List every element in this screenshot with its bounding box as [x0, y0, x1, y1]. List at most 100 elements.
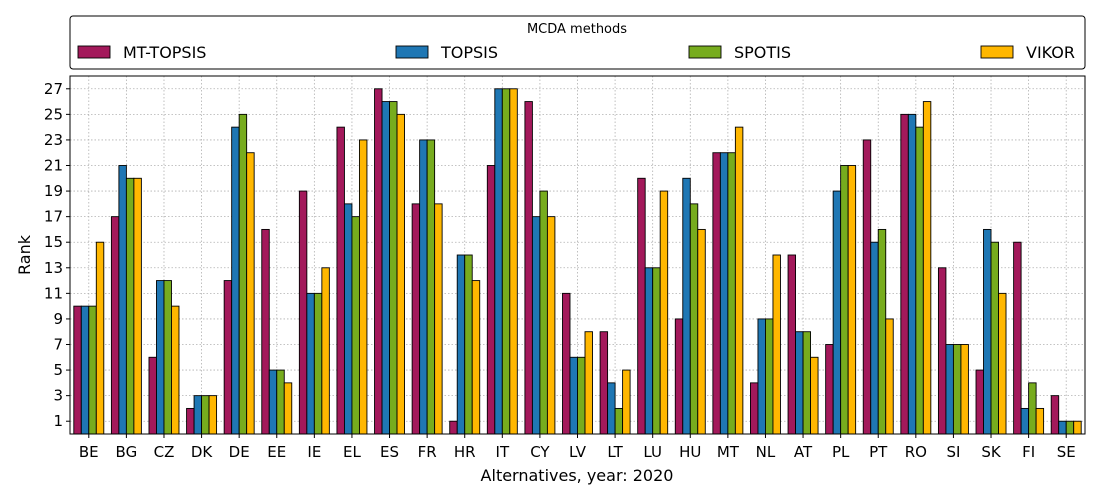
y-tick-label: 19	[44, 182, 63, 200]
bar	[313, 292, 323, 435]
bar	[261, 228, 270, 435]
bar	[622, 369, 631, 435]
bar	[546, 216, 556, 435]
bar	[990, 241, 999, 435]
bar	[915, 126, 924, 435]
y-tick-label: 27	[44, 80, 63, 98]
bar	[351, 216, 360, 435]
bar	[133, 177, 142, 435]
bar	[223, 280, 233, 435]
x-axis-label: Alternatives, year: 2020	[481, 466, 674, 485]
bar	[321, 267, 330, 435]
bar	[712, 152, 721, 435]
x-tick-label: BE	[79, 443, 99, 461]
legend-swatch	[395, 45, 429, 59]
bar	[186, 407, 195, 435]
bar	[840, 165, 849, 435]
bar	[1073, 420, 1082, 435]
x-tick-label: DK	[191, 443, 214, 461]
x-tick-label: LU	[643, 443, 662, 461]
legend-swatch	[77, 45, 111, 59]
bar	[922, 101, 932, 435]
bar	[697, 228, 706, 435]
x-tick-label: HU	[679, 443, 701, 461]
x-tick-label: MT	[717, 443, 740, 461]
bar	[870, 241, 879, 435]
legend-swatch	[980, 45, 1014, 59]
bar	[501, 88, 511, 435]
bar	[727, 152, 736, 435]
bar	[163, 280, 172, 435]
bar	[419, 139, 428, 435]
bar	[862, 139, 872, 435]
bar	[268, 369, 278, 435]
x-tick-label: SK	[981, 443, 1002, 461]
bar	[238, 113, 248, 435]
bar	[524, 101, 533, 435]
x-tick-label: NL	[756, 443, 776, 461]
legend-swatch	[688, 45, 722, 59]
bar	[396, 113, 405, 435]
bar	[358, 139, 368, 435]
y-tick-label: 3	[53, 387, 63, 405]
bar	[456, 254, 466, 435]
x-tick-label: EL	[343, 443, 361, 461]
bar	[734, 126, 744, 435]
bar	[1065, 420, 1075, 435]
x-tick-label: IE	[307, 443, 321, 461]
y-tick-label: 1	[53, 412, 63, 430]
x-axis: BE BG CZ DK DE EE IE EL ES FR HR IT CY LV LT LU HU MT NL AT…	[79, 434, 1076, 461]
y-tick-label: 13	[44, 259, 63, 277]
bar	[960, 344, 969, 435]
y-tick-label: 25	[44, 105, 63, 123]
bar	[118, 165, 127, 435]
bar	[983, 228, 992, 435]
bar	[1058, 420, 1067, 435]
bar	[201, 395, 210, 435]
bar	[952, 344, 962, 435]
bar	[374, 88, 383, 435]
bar	[246, 152, 255, 435]
bar	[381, 101, 390, 435]
bar	[343, 203, 353, 435]
bar	[531, 216, 541, 435]
bar	[599, 331, 609, 435]
y-tick-label: 17	[44, 208, 63, 226]
bar	[411, 203, 421, 435]
bar	[659, 190, 669, 435]
bar	[73, 305, 82, 435]
x-tick-label: FR	[418, 443, 437, 461]
y-tick-label: 23	[44, 131, 63, 149]
legend: MCDA methods MT-TOPSIS TOPSIS SPOTIS VIKOR	[69, 15, 1086, 70]
bar	[1020, 407, 1030, 435]
bar	[95, 241, 105, 435]
bar	[148, 356, 157, 435]
y-tick-label: 15	[44, 233, 63, 251]
bar	[88, 305, 97, 435]
bar	[750, 382, 759, 435]
x-tick-label: BG	[116, 443, 138, 461]
y-tick-label: 9	[53, 310, 63, 328]
x-tick-label: PL	[832, 443, 850, 461]
x-tick-label: RO	[905, 443, 927, 461]
bar	[449, 420, 458, 435]
bar	[765, 318, 774, 435]
bar	[637, 177, 646, 435]
bars	[73, 88, 1082, 435]
bar	[885, 318, 894, 435]
bar	[471, 280, 481, 435]
bar	[877, 228, 887, 435]
x-tick-label: DE	[229, 443, 250, 461]
x-tick-label: ES	[380, 443, 399, 461]
bar	[652, 267, 661, 435]
bar	[975, 369, 984, 435]
bar	[998, 292, 1007, 435]
bar	[276, 369, 285, 435]
bar	[208, 395, 218, 435]
bar	[110, 216, 120, 435]
legend-label: TOPSIS	[440, 43, 498, 62]
x-tick-label: PT	[869, 443, 888, 461]
bar	[494, 88, 503, 435]
